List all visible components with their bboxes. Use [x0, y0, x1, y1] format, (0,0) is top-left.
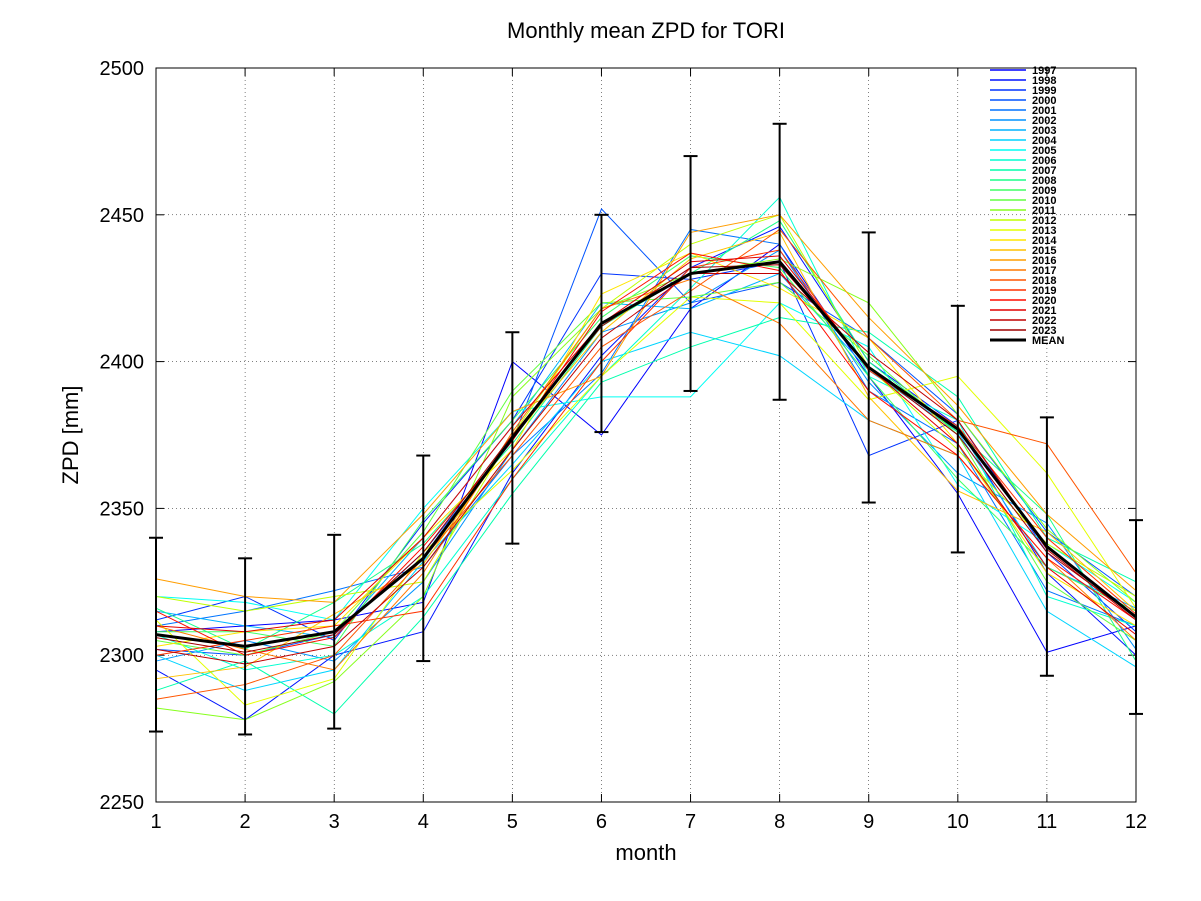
y-axis-label: ZPD [mm]: [58, 386, 83, 485]
series-2019: [156, 250, 1136, 655]
xtick-label: 3: [329, 811, 340, 833]
xtick-label: 5: [507, 811, 518, 833]
xtick-label: 6: [596, 811, 607, 833]
series-2016: [156, 215, 1136, 603]
xtick-label: 1: [150, 811, 161, 833]
legend: 1997199819992000200120022003200420052006…: [990, 65, 1064, 347]
series-group: [156, 197, 1136, 720]
grid: [156, 68, 1136, 802]
ytick-label: 2350: [100, 498, 145, 520]
ytick-label: 2400: [100, 352, 145, 374]
xtick-label: 2: [240, 811, 251, 833]
series-2006: [156, 197, 1136, 670]
xtick-label: 11: [1037, 811, 1058, 833]
series-2012: [156, 215, 1136, 611]
xtick-label: 7: [685, 811, 696, 833]
xtick-label: 4: [418, 811, 429, 833]
series-2001: [156, 229, 1136, 625]
ytick-label: 2500: [100, 58, 145, 80]
xtick-label: 9: [863, 811, 874, 833]
series-2007: [156, 318, 1136, 714]
ytick-label: 2300: [100, 645, 145, 667]
plot-border: [156, 68, 1136, 802]
xtick-label: 10: [947, 811, 969, 833]
chart-title: Monthly mean ZPD for TORI: [507, 18, 785, 43]
chart-container: 123456789101112225023002350240024502500M…: [0, 0, 1201, 901]
ytick-label: 2450: [100, 205, 145, 227]
xtick-label: 8: [774, 811, 785, 833]
x-axis-label: month: [615, 840, 676, 865]
legend-label-mean: MEAN: [1032, 335, 1064, 347]
series-2023: [156, 265, 1136, 653]
xtick-label: 12: [1125, 811, 1147, 833]
chart-svg: 123456789101112225023002350240024502500M…: [0, 0, 1201, 901]
series-2017: [156, 279, 1136, 669]
ytick-label: 2250: [100, 792, 145, 814]
